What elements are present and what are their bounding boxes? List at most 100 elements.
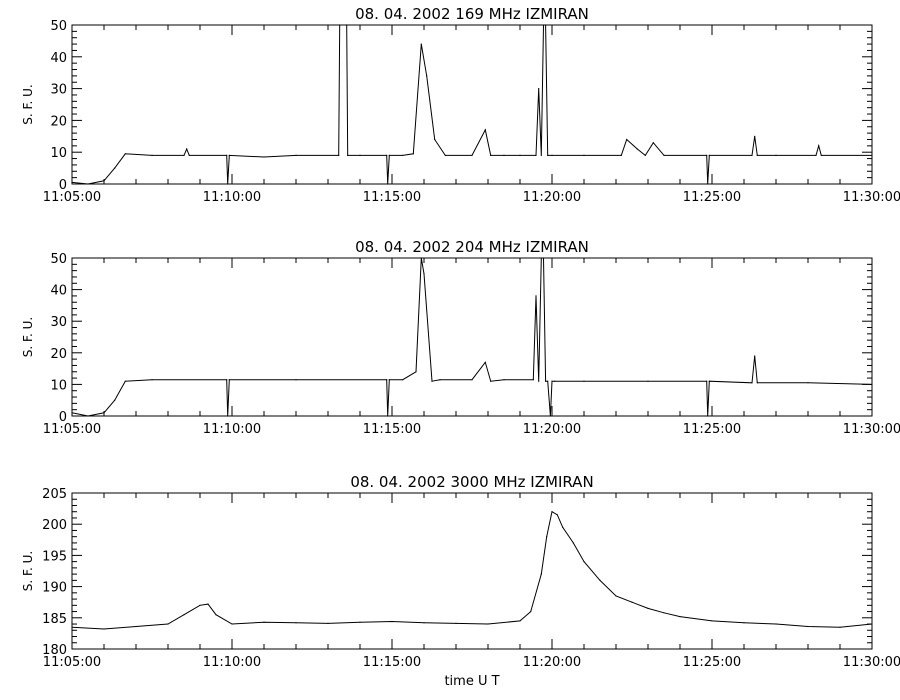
- data-point: [263, 156, 265, 158]
- data-point: [103, 412, 105, 414]
- data-point: [434, 138, 436, 141]
- data-point: [754, 135, 756, 137]
- data-point: [135, 625, 137, 628]
- x-tick-label: 11:15:00: [363, 422, 421, 437]
- data-point: [644, 154, 646, 156]
- data-point: [388, 154, 390, 156]
- series-line: [71, 510, 873, 630]
- data-point: [663, 154, 665, 156]
- y-tick-label: 20: [50, 114, 67, 129]
- data-point: [387, 415, 389, 417]
- data-point: [359, 621, 361, 623]
- data-point: [679, 616, 681, 618]
- data-point: [124, 380, 126, 382]
- data-point: [547, 154, 549, 156]
- data-point: [647, 380, 649, 382]
- data-point: [420, 43, 422, 45]
- data-point: [708, 154, 710, 156]
- data-point: [87, 415, 89, 417]
- x-tick-label: 11:20:00: [523, 422, 581, 437]
- y-tick-label: 195: [42, 549, 67, 564]
- data-point: [228, 154, 230, 156]
- data-point: [663, 612, 665, 614]
- data-point: [545, 24, 547, 26]
- data-point: [231, 623, 233, 625]
- data-point: [583, 154, 585, 156]
- data-point: [183, 154, 185, 156]
- data-point: [620, 154, 622, 156]
- x-tick-label: 11:20:00: [523, 655, 581, 670]
- data-point: [549, 415, 552, 417]
- y-axis-label: S. F. U.: [21, 317, 35, 357]
- y-tick-label: 50: [50, 252, 67, 267]
- data-point: [487, 623, 489, 625]
- data-point: [775, 623, 777, 625]
- data-point: [471, 154, 473, 156]
- data-point: [551, 380, 553, 382]
- data-point: [295, 622, 297, 624]
- data-point: [551, 154, 553, 156]
- data-point: [751, 154, 753, 156]
- data-point: [542, 257, 545, 259]
- x-tick-label: 11:30:00: [843, 190, 900, 205]
- y-tick-label: 205: [42, 487, 67, 502]
- data-point: [186, 148, 188, 150]
- y-tick-label: 40: [50, 284, 67, 299]
- data-point: [295, 154, 297, 156]
- data-point: [183, 614, 185, 616]
- data-point: [151, 379, 153, 381]
- plot-frame: [71, 257, 873, 417]
- data-point: [167, 623, 169, 625]
- data-point: [626, 138, 628, 141]
- series-line: [71, 24, 872, 185]
- data-point: [388, 379, 390, 381]
- data-point: [484, 129, 486, 131]
- data-point: [599, 579, 601, 582]
- data-point: [151, 154, 153, 156]
- chart-panel-1: 08. 04. 2002 169 MHz IZMIRAN S. F. U. 11:0…: [21, 5, 900, 205]
- data-point: [338, 154, 340, 156]
- data-point: [71, 412, 73, 414]
- y-tick-label: 180: [42, 643, 67, 658]
- data-point: [756, 154, 758, 156]
- data-point: [546, 536, 548, 538]
- data-point: [706, 380, 708, 382]
- y-tick-label: 10: [50, 378, 67, 393]
- data-point: [631, 601, 633, 603]
- data-point: [754, 355, 756, 357]
- data-point: [815, 154, 817, 156]
- y-tick-label: 0: [59, 178, 67, 193]
- y-tick-label: 30: [50, 315, 67, 330]
- x-tick-label: 11:05:00: [43, 422, 101, 437]
- data-point: [386, 379, 388, 381]
- x-tick-label: 11:10:00: [203, 190, 261, 205]
- data-point: [519, 154, 521, 156]
- data-point: [471, 379, 473, 381]
- data-point: [503, 154, 505, 156]
- y-tick-label: 200: [42, 518, 67, 533]
- data-point: [583, 380, 585, 382]
- y-tick-label: 30: [50, 83, 67, 98]
- data-point: [540, 573, 542, 575]
- data-point: [103, 628, 105, 630]
- data-point: [87, 183, 89, 185]
- data-point: [263, 621, 265, 623]
- data-point: [439, 379, 441, 381]
- y-axis-label: S. F. U.: [21, 84, 35, 124]
- data-point: [295, 379, 297, 381]
- data-point: [818, 145, 820, 147]
- data-point: [347, 154, 349, 156]
- x-tick-label: 11:05:00: [43, 655, 101, 670]
- data-point: [346, 24, 348, 26]
- data-point: [556, 514, 558, 516]
- data-point: [871, 154, 873, 156]
- data-point: [228, 379, 230, 381]
- x-tick-label: 11:15:00: [363, 190, 421, 205]
- data-point: [707, 415, 709, 417]
- data-point: [807, 382, 809, 384]
- y-axis-label: S. F. U.: [21, 551, 35, 591]
- data-point: [188, 154, 190, 156]
- data-point: [199, 604, 201, 606]
- x-tick-label: 11:30:00: [843, 655, 900, 670]
- data-point: [426, 75, 428, 77]
